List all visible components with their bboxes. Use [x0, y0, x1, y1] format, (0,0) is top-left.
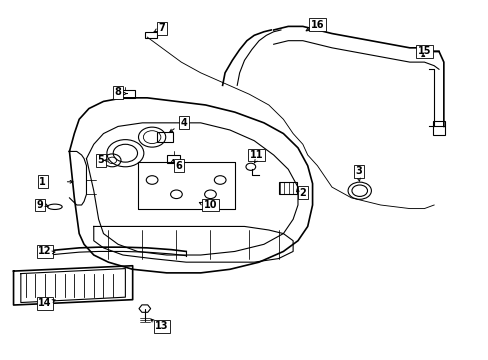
Text: 1: 1	[39, 177, 46, 187]
Bar	[120, 90, 135, 98]
Text: 5: 5	[98, 156, 104, 165]
Text: 15: 15	[417, 46, 430, 57]
Text: 14: 14	[39, 298, 52, 308]
Text: 9: 9	[37, 200, 43, 210]
Text: 13: 13	[155, 321, 168, 332]
Text: 7: 7	[158, 23, 165, 33]
Bar	[166, 155, 180, 163]
Text: 12: 12	[39, 247, 52, 256]
Text: 3: 3	[355, 166, 362, 176]
Text: 11: 11	[249, 150, 263, 160]
Text: 4: 4	[180, 118, 187, 128]
Text: 8: 8	[114, 87, 122, 98]
Text: 16: 16	[310, 19, 324, 30]
Bar	[278, 182, 296, 194]
Bar	[157, 132, 172, 143]
Text: 6: 6	[175, 161, 182, 171]
Bar	[144, 32, 157, 38]
Text: 10: 10	[203, 200, 217, 210]
Text: 2: 2	[299, 188, 305, 198]
Bar	[432, 121, 445, 135]
